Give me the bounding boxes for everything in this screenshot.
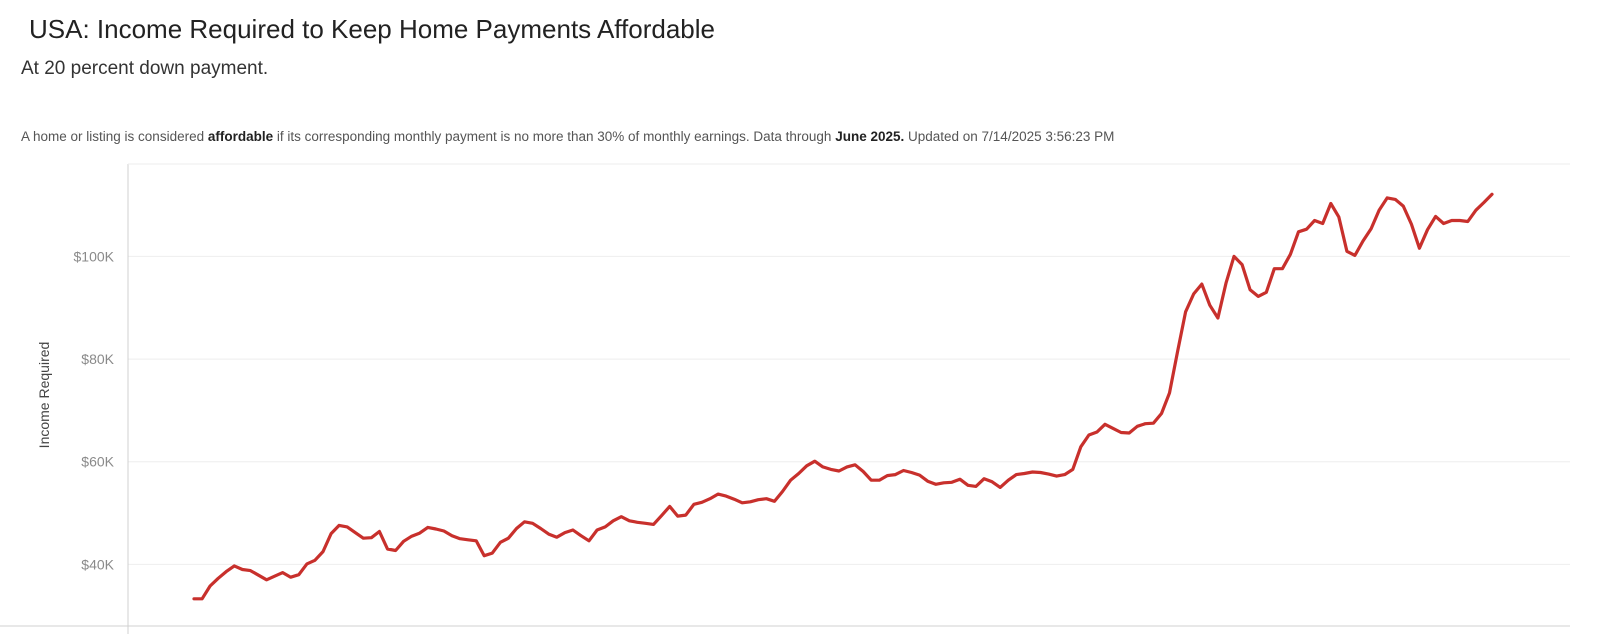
y-tick-label: $40K <box>81 556 114 572</box>
y-tick-label: $60K <box>81 454 114 470</box>
chart-subtitle: At 20 percent down payment. <box>21 58 269 79</box>
affordability-note: A home or listing is considered affordab… <box>21 129 1114 144</box>
y-axis-label: Income Required <box>36 342 52 449</box>
y-tick-label: $80K <box>81 351 114 367</box>
chart-title: USA: Income Required to Keep Home Paymen… <box>29 14 716 44</box>
note-emphasis-date: June 2025. <box>835 129 905 144</box>
series-line-income-required <box>192 192 1494 601</box>
gridlines <box>128 255 1570 565</box>
note-updated: Updated on 7/14/2025 3:56:23 PM <box>904 129 1115 144</box>
series-layer <box>192 192 1494 601</box>
note-emphasis-affordable: affordable <box>207 129 274 144</box>
note-text: A home or listing is considered <box>21 129 208 144</box>
y-axis-ticks: $40K $60K $80K $100K <box>74 248 115 572</box>
y-tick-label: $100K <box>74 248 115 264</box>
note-text: if its corresponding monthly payment is … <box>273 129 836 144</box>
axes <box>0 163 1570 634</box>
